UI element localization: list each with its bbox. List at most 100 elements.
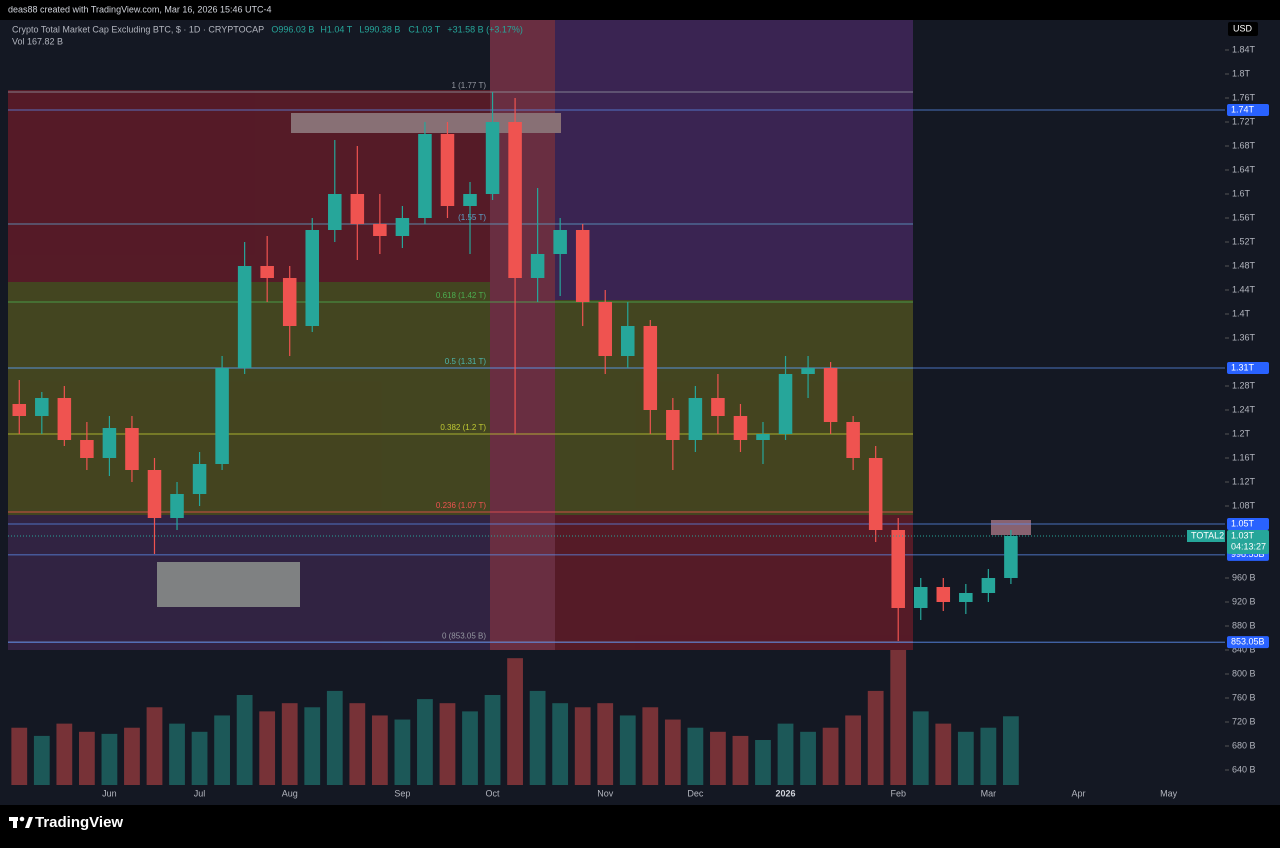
fib-label: (1.55 T) <box>458 213 486 222</box>
candle-body <box>485 122 500 194</box>
y-tick-label: 920 B <box>1232 596 1256 606</box>
zones <box>8 20 1031 650</box>
volume-bar <box>394 719 411 785</box>
volume-bar <box>417 699 433 785</box>
price-label-box <box>1227 518 1269 530</box>
candle-body <box>598 302 612 356</box>
ohlc-label: C1.03 T <box>408 24 440 34</box>
x-tick-label: May <box>1160 788 1178 798</box>
countdown: 04:13:27 <box>1231 541 1266 551</box>
volume-bar <box>259 711 276 785</box>
y-tick-label: 1.72T <box>1232 116 1256 126</box>
logo-shape <box>19 816 25 822</box>
y-tick-label: 1.84T <box>1232 44 1256 54</box>
candle-body <box>823 368 838 422</box>
y-tick-label: 1.16T <box>1232 452 1256 462</box>
volume-bar <box>710 731 726 785</box>
symbol-label: TOTAL2 <box>1191 530 1224 540</box>
y-tick-label: 720 B <box>1232 716 1256 726</box>
y-tick-label: 1.08T <box>1232 500 1256 510</box>
candle-body <box>575 230 590 302</box>
ohlc-label: H1.04 T <box>320 24 352 34</box>
candle-body <box>711 398 725 416</box>
volume-bar <box>800 731 816 785</box>
candle-body <box>981 578 996 593</box>
candle-body <box>237 266 252 368</box>
volume-bar <box>867 690 884 785</box>
volume-bar <box>619 715 636 785</box>
candle-body <box>328 194 342 230</box>
fib-label: 0.382 (1.2 T) <box>440 423 486 432</box>
x-tick-label: Feb <box>890 788 906 798</box>
fib-label: 1 (1.77 T) <box>451 81 486 90</box>
zone <box>555 515 913 650</box>
zone-box <box>157 562 300 607</box>
fib-label: 0.5 (1.31 T) <box>445 357 487 366</box>
volume-bar <box>845 715 862 785</box>
y-tick-label: 1.24T <box>1232 404 1256 414</box>
volume-bar <box>462 711 478 785</box>
volume-bar <box>507 658 523 785</box>
y-tick-label: 960 B <box>1232 572 1256 582</box>
candle-body <box>891 530 905 608</box>
candle-body <box>35 398 49 416</box>
volume-bar <box>912 711 929 785</box>
candle-body <box>621 326 635 356</box>
candle-body <box>215 368 229 464</box>
volume-bar <box>169 723 185 785</box>
ohlc-label: L990.38 B <box>359 24 400 34</box>
x-tick-label: Jun <box>102 788 117 798</box>
candle-body <box>373 224 387 236</box>
volume-bar <box>777 723 794 785</box>
volume-bar <box>980 727 997 785</box>
candle-body <box>463 194 477 206</box>
price-axis <box>1225 20 1280 805</box>
volume-bar <box>574 707 591 785</box>
volume-bar <box>1003 716 1019 785</box>
volume-bar <box>439 703 456 785</box>
x-tick-label: Oct <box>486 788 501 798</box>
candle-body <box>440 134 455 206</box>
volume-bar <box>349 703 366 785</box>
volume-bar <box>56 723 73 785</box>
volume-bar <box>890 650 907 785</box>
currency-box <box>1228 22 1258 36</box>
y-tick-label: 1.2T <box>1232 428 1251 438</box>
candle-body <box>260 266 274 278</box>
volume-bar <box>214 715 230 785</box>
candle-body <box>666 410 680 440</box>
candle-body <box>282 278 297 326</box>
volume-bar <box>371 715 388 785</box>
fib-label: 0 (853.05 B) <box>442 631 486 640</box>
candle-body <box>305 230 320 326</box>
volume-bar <box>529 690 546 785</box>
ohlc-label: O996.03 B <box>271 24 314 34</box>
y-tick-label: 1.28T <box>1232 380 1256 390</box>
price-label: 998.55B <box>1231 549 1265 559</box>
x-tick-label: Apr <box>1072 788 1086 798</box>
footer-logo: TradingView <box>35 814 123 831</box>
price-label-box <box>1227 636 1269 649</box>
candle-body <box>1004 536 1018 578</box>
candle-body <box>192 464 207 494</box>
y-tick-label: 640 B <box>1232 764 1256 774</box>
volume-bar <box>552 703 569 785</box>
y-tick-label: 680 B <box>1232 740 1256 750</box>
candle-body <box>756 434 770 440</box>
symbol-box <box>1187 530 1225 542</box>
y-tick-label: 1.68T <box>1232 140 1256 150</box>
volume-bar <box>11 727 28 785</box>
y-tick-label: 1.6T <box>1232 188 1251 198</box>
x-tick-label: 2026 <box>776 788 796 798</box>
volume-bar <box>101 733 118 785</box>
candle-body <box>801 368 815 374</box>
ohlc-label: +31.58 B (+3.17%) <box>447 24 523 34</box>
x-tick-label: Nov <box>597 788 614 798</box>
y-tick-label: 840 B <box>1232 644 1256 654</box>
volume-bar <box>822 727 839 785</box>
volume-bar <box>78 731 95 785</box>
price-label-box <box>1227 104 1269 116</box>
candle-body <box>80 440 94 458</box>
price-label: 1.05T <box>1231 518 1255 528</box>
